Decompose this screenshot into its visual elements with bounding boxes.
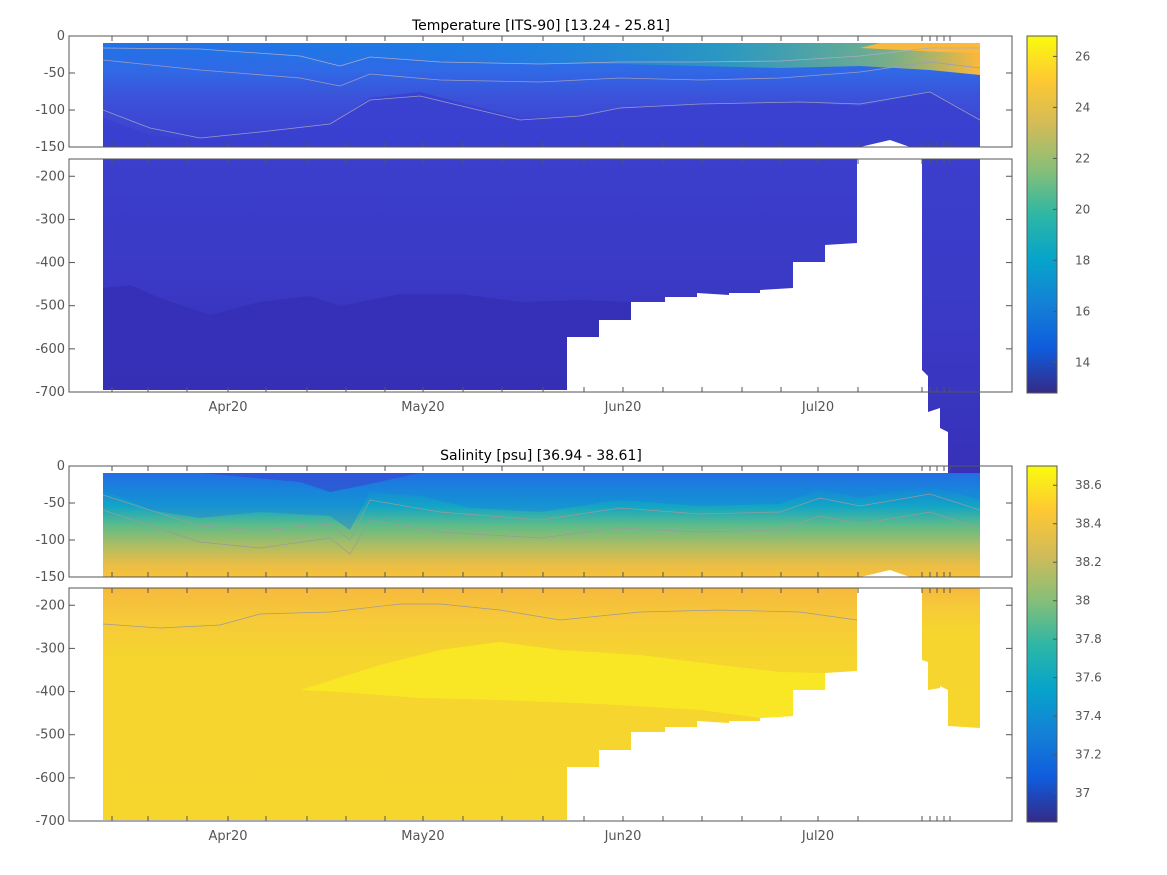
temperature-surface-layer [103, 43, 980, 75]
salinity-lower-ytick-label: -700 [35, 814, 65, 829]
temperature-upper-field [103, 43, 980, 147]
salinity-lower-axes [68, 587, 1013, 822]
temperature-upper-ytick-label: 0 [57, 29, 65, 44]
temperature-upper-axes [68, 35, 1013, 148]
temperature-lower-ytick-label: -200 [35, 169, 65, 184]
salinity-yticks: 0 -50 -100 -150 -200 -300 -400 -500 -600 -700 [35, 459, 1012, 829]
temperature-chart: Temperature [ITS-90] [13.24 - 25.81] 0 -5… [35, 18, 1090, 482]
temperature-deep-water [103, 285, 631, 390]
temperature-colorbar-tick-label: 22 [1075, 151, 1090, 165]
salinity-lower-fill [103, 588, 857, 820]
salinity-lower-field [102, 588, 980, 820]
temperature-xtick-label: May20 [401, 400, 444, 415]
salinity-xtick-label: Apr20 [208, 829, 247, 844]
temperature-xtick-label: Jul20 [801, 400, 834, 415]
temperature-warm-surface [860, 43, 980, 53]
temperature-contour-1 [103, 47, 980, 67]
temperature-lower-ytick-label: -500 [35, 299, 65, 314]
temperature-colorbar-ticks: 14 16 18 20 22 24 26 [1053, 49, 1090, 369]
temperature-xtick-label: Jun20 [604, 400, 642, 415]
salinity-lower-ytick-label: -300 [35, 641, 65, 656]
temperature-lower-ytick-label: -700 [35, 385, 65, 400]
temperature-right-segment [922, 159, 980, 482]
temperature-upper-ytick-label: -100 [35, 103, 65, 118]
temperature-lower-field [103, 159, 980, 482]
salinity-colorbar-tick-label: 37.2 [1075, 748, 1102, 762]
salinity-upper-ytick-label: -100 [35, 533, 65, 548]
salinity-lower-ytick-label: -400 [35, 685, 65, 700]
salinity-lower-ytick-label: -200 [35, 598, 65, 613]
temperature-yticks: 0 -50 -100 -150 -200 -300 -400 -500 -600 -700 [35, 29, 1012, 400]
salinity-lower-ytick-label: -500 [35, 728, 65, 743]
salinity-colorbar-tick-label: 38.4 [1075, 517, 1102, 531]
salinity-colorbar-tick-label: 37.6 [1075, 671, 1102, 685]
temperature-xtick-label: Apr20 [208, 400, 247, 415]
salinity-colorbar [1026, 465, 1058, 823]
salinity-colorbar-tick-label: 37.4 [1075, 709, 1102, 723]
temperature-colorbar-tick-label: 26 [1075, 49, 1090, 63]
salinity-right-segment [922, 588, 980, 728]
temperature-xticks: Apr20 May20 Jun20 Jul20 [111, 36, 951, 415]
temperature-lower-ytick-label: -300 [35, 212, 65, 227]
temperature-colorbar-tick-label: 20 [1075, 202, 1090, 216]
salinity-upper-ytick-label: 0 [57, 459, 65, 474]
temperature-upper-ytick-label: -150 [35, 140, 65, 155]
temperature-colorbar-tick-label: 14 [1075, 355, 1090, 369]
salinity-chart: Salinity [psu] [36.94 - 38.61] 0 -50 -100 -… [35, 448, 1101, 844]
salinity-core [300, 642, 825, 718]
salinity-upper-ytick-label: -150 [35, 570, 65, 585]
salinity-colorbar-tick-label: 37.8 [1075, 632, 1102, 646]
salinity-surface-fresh [200, 473, 420, 492]
salinity-colorbar-tick-label: 38 [1075, 594, 1090, 608]
salinity-contour-1 [103, 493, 980, 541]
temperature-colorbar-tick-label: 18 [1075, 253, 1090, 267]
temperature-lower-axes [68, 158, 1013, 393]
salinity-xticks: Apr20 May20 Jun20 Jul20 [111, 466, 951, 844]
salinity-xtick-label: Jul20 [801, 829, 834, 844]
temperature-colorbar [1026, 35, 1058, 394]
salinity-title: Salinity [psu] [36.94 - 38.61] [440, 448, 642, 464]
temperature-title: Temperature [ITS-90] [13.24 - 25.81] [411, 18, 670, 34]
salinity-contour-2 [103, 509, 980, 555]
temperature-lower-ytick-label: -400 [35, 256, 65, 271]
temperature-colorbar-tick-label: 24 [1075, 100, 1090, 114]
salinity-xtick-label: Jun20 [604, 829, 642, 844]
temperature-colorbar-tick-label: 16 [1075, 304, 1090, 318]
salinity-upper-field [103, 473, 980, 577]
temperature-upper-ytick-label: -50 [44, 66, 65, 81]
salinity-colorbar-tick-label: 37 [1075, 786, 1090, 800]
salinity-colorbar-tick-label: 38.6 [1075, 478, 1102, 492]
temperature-deep-band [103, 92, 980, 147]
salinity-upper-axes [68, 465, 1013, 578]
salinity-colorbar-ticks: 37 37.2 37.4 37.6 37.8 38 38.2 38.4 38.6 [1053, 478, 1102, 800]
salinity-lower-ytick-label: -600 [35, 771, 65, 786]
salinity-contour-3 [102, 603, 858, 629]
salinity-colorbar-tick-label: 38.2 [1075, 555, 1102, 569]
temperature-lower-ytick-label: -600 [35, 342, 65, 357]
temperature-contour-3 [103, 91, 980, 139]
salinity-xtick-label: May20 [401, 829, 444, 844]
salinity-upper-ytick-label: -50 [44, 496, 65, 511]
temperature-contour-2 [103, 59, 980, 87]
